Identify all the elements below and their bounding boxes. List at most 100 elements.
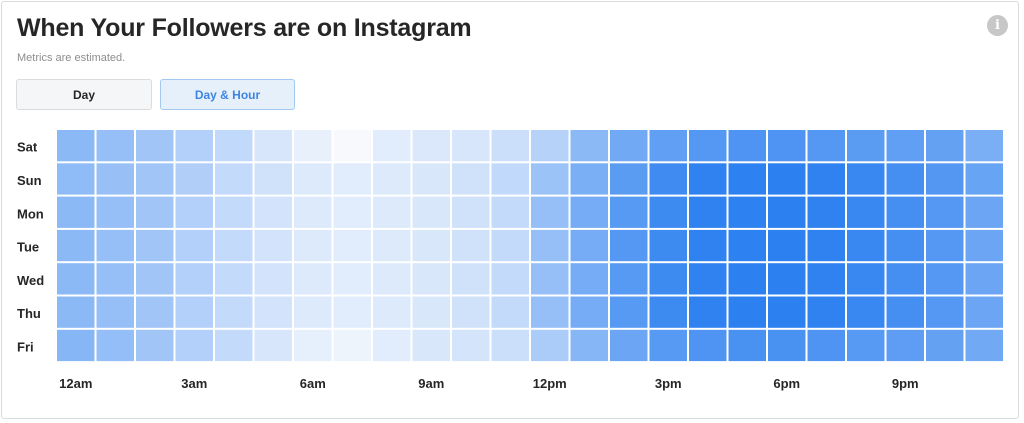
heatmap-cell-fri-16[interactable] — [689, 329, 727, 362]
heatmap-cell-mon-20[interactable] — [847, 196, 885, 228]
heatmap-cell-mon-22[interactable] — [926, 196, 964, 228]
heatmap-cell-fri-17[interactable] — [728, 329, 767, 362]
heatmap-cell-fri-14[interactable] — [610, 329, 648, 362]
heatmap-cell-fri-0[interactable] — [57, 329, 95, 362]
heatmap-cell-thu-21[interactable] — [886, 296, 925, 328]
heatmap-cell-sun-7[interactable] — [333, 163, 372, 195]
heatmap-cell-tue-11[interactable] — [491, 229, 530, 262]
heatmap-cell-sun-23[interactable] — [965, 163, 1004, 195]
heatmap-cell-tue-15[interactable] — [649, 229, 688, 262]
heatmap-cell-wed-8[interactable] — [373, 263, 411, 295]
heatmap-cell-sat-20[interactable] — [847, 130, 885, 162]
heatmap-cell-mon-21[interactable] — [886, 196, 925, 228]
heatmap-cell-tue-3[interactable] — [175, 229, 214, 262]
heatmap-cell-fri-12[interactable] — [531, 329, 569, 362]
heatmap-cell-mon-9[interactable] — [412, 196, 451, 228]
heatmap-cell-thu-9[interactable] — [412, 296, 451, 328]
heatmap-cell-thu-17[interactable] — [728, 296, 767, 328]
heatmap-cell-sat-19[interactable] — [807, 130, 846, 162]
heatmap-cell-fri-9[interactable] — [412, 329, 451, 362]
tab-day[interactable]: Day — [16, 79, 152, 110]
heatmap-cell-thu-8[interactable] — [373, 296, 411, 328]
heatmap-cell-mon-23[interactable] — [965, 196, 1004, 228]
heatmap-cell-wed-5[interactable] — [254, 263, 293, 295]
heatmap-cell-mon-12[interactable] — [531, 196, 569, 228]
heatmap-cell-fri-5[interactable] — [254, 329, 293, 362]
heatmap-cell-sun-1[interactable] — [96, 163, 135, 195]
heatmap-cell-tue-21[interactable] — [886, 229, 925, 262]
heatmap-cell-sat-22[interactable] — [926, 130, 964, 162]
heatmap-cell-tue-20[interactable] — [847, 229, 885, 262]
heatmap-cell-wed-0[interactable] — [57, 263, 95, 295]
heatmap-cell-wed-22[interactable] — [926, 263, 964, 295]
heatmap-cell-fri-22[interactable] — [926, 329, 964, 362]
heatmap-cell-thu-6[interactable] — [294, 296, 332, 328]
heatmap-cell-sat-6[interactable] — [294, 130, 332, 162]
heatmap-cell-mon-11[interactable] — [491, 196, 530, 228]
heatmap-cell-fri-21[interactable] — [886, 329, 925, 362]
heatmap-cell-tue-22[interactable] — [926, 229, 964, 262]
heatmap-cell-sun-0[interactable] — [57, 163, 95, 195]
heatmap-cell-tue-0[interactable] — [57, 229, 95, 262]
heatmap-cell-tue-9[interactable] — [412, 229, 451, 262]
heatmap-cell-sat-17[interactable] — [728, 130, 767, 162]
heatmap-cell-tue-13[interactable] — [570, 229, 609, 262]
heatmap-cell-wed-1[interactable] — [96, 263, 135, 295]
heatmap-cell-tue-8[interactable] — [373, 229, 411, 262]
heatmap-cell-sat-23[interactable] — [965, 130, 1004, 162]
heatmap-cell-sat-13[interactable] — [570, 130, 609, 162]
heatmap-cell-tue-2[interactable] — [136, 229, 174, 262]
heatmap-cell-mon-17[interactable] — [728, 196, 767, 228]
heatmap-cell-fri-23[interactable] — [965, 329, 1004, 362]
tab-day-and-hour[interactable]: Day & Hour — [160, 79, 295, 110]
heatmap-cell-thu-14[interactable] — [610, 296, 648, 328]
heatmap-cell-sun-5[interactable] — [254, 163, 293, 195]
heatmap-cell-thu-0[interactable] — [57, 296, 95, 328]
heatmap-cell-sat-21[interactable] — [886, 130, 925, 162]
heatmap-cell-wed-23[interactable] — [965, 263, 1004, 295]
heatmap-cell-tue-6[interactable] — [294, 229, 332, 262]
heatmap-cell-fri-8[interactable] — [373, 329, 411, 362]
heatmap-cell-wed-20[interactable] — [847, 263, 885, 295]
heatmap-cell-thu-22[interactable] — [926, 296, 964, 328]
heatmap-cell-mon-14[interactable] — [610, 196, 648, 228]
heatmap-cell-mon-7[interactable] — [333, 196, 372, 228]
heatmap-cell-sat-5[interactable] — [254, 130, 293, 162]
heatmap-cell-sat-12[interactable] — [531, 130, 569, 162]
heatmap-cell-fri-3[interactable] — [175, 329, 214, 362]
heatmap-cell-sun-14[interactable] — [610, 163, 648, 195]
heatmap-cell-wed-17[interactable] — [728, 263, 767, 295]
heatmap-cell-mon-1[interactable] — [96, 196, 135, 228]
heatmap-cell-fri-19[interactable] — [807, 329, 846, 362]
heatmap-cell-sun-9[interactable] — [412, 163, 451, 195]
heatmap-cell-mon-8[interactable] — [373, 196, 411, 228]
heatmap-cell-thu-1[interactable] — [96, 296, 135, 328]
heatmap-cell-fri-2[interactable] — [136, 329, 174, 362]
heatmap-cell-thu-7[interactable] — [333, 296, 372, 328]
heatmap-cell-mon-5[interactable] — [254, 196, 293, 228]
heatmap-cell-sun-18[interactable] — [768, 163, 806, 195]
heatmap-cell-wed-21[interactable] — [886, 263, 925, 295]
heatmap-cell-thu-15[interactable] — [649, 296, 688, 328]
heatmap-cell-fri-4[interactable] — [215, 329, 253, 362]
heatmap-cell-wed-4[interactable] — [215, 263, 253, 295]
heatmap-cell-tue-5[interactable] — [254, 229, 293, 262]
heatmap-cell-mon-3[interactable] — [175, 196, 214, 228]
heatmap-cell-sat-1[interactable] — [96, 130, 135, 162]
heatmap-cell-sun-6[interactable] — [294, 163, 332, 195]
heatmap-cell-sun-15[interactable] — [649, 163, 688, 195]
heatmap-cell-tue-17[interactable] — [728, 229, 767, 262]
heatmap-cell-wed-12[interactable] — [531, 263, 569, 295]
heatmap-cell-thu-19[interactable] — [807, 296, 846, 328]
heatmap-cell-mon-13[interactable] — [570, 196, 609, 228]
heatmap-cell-mon-18[interactable] — [768, 196, 806, 228]
heatmap-cell-fri-13[interactable] — [570, 329, 609, 362]
heatmap-cell-sun-10[interactable] — [452, 163, 490, 195]
heatmap-cell-fri-18[interactable] — [768, 329, 806, 362]
heatmap-cell-tue-14[interactable] — [610, 229, 648, 262]
heatmap-cell-tue-1[interactable] — [96, 229, 135, 262]
heatmap-cell-thu-16[interactable] — [689, 296, 727, 328]
heatmap-cell-wed-14[interactable] — [610, 263, 648, 295]
heatmap-cell-sat-18[interactable] — [768, 130, 806, 162]
heatmap-cell-mon-2[interactable] — [136, 196, 174, 228]
